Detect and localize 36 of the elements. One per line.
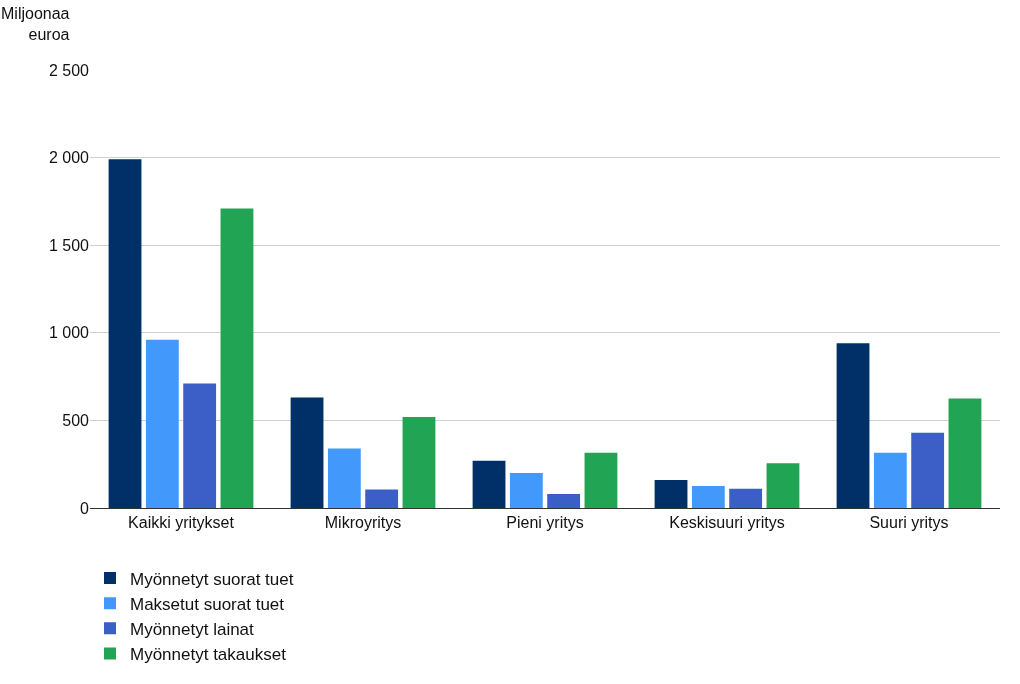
bar <box>654 479 688 508</box>
y-tick-label: 0 <box>80 499 90 517</box>
bar <box>220 208 254 508</box>
y-tick-label: 2 500 <box>48 61 90 79</box>
x-tick-label: Kaikki yritykset <box>128 514 235 532</box>
bar <box>472 460 506 508</box>
y-tick-label: 2 000 <box>48 149 90 167</box>
legend-label: Myönnetyt lainat <box>130 619 255 639</box>
bar <box>402 416 436 508</box>
bar <box>108 159 142 508</box>
bar <box>729 488 763 508</box>
bar <box>145 339 179 508</box>
bar <box>766 463 800 508</box>
x-tick-label: Suuri yritys <box>869 514 949 532</box>
y-tick-label: 1 500 <box>48 236 90 254</box>
bar <box>691 486 725 508</box>
legend-label: Myönnetyt suorat tuet <box>130 569 294 589</box>
bar <box>290 397 324 508</box>
x-tick-label: Keskisuuri yritys <box>669 514 785 532</box>
bar <box>509 472 543 508</box>
bar <box>948 398 982 508</box>
bar <box>547 493 581 508</box>
bar <box>873 452 907 508</box>
y-tick-label: 1 000 <box>48 324 90 342</box>
bar <box>365 489 399 508</box>
bar <box>183 383 217 508</box>
legend-label: Myönnetyt takaukset <box>130 645 287 665</box>
bar <box>327 448 361 508</box>
legend-label: Maksetut suorat tuet <box>130 594 285 614</box>
y-tick-label: 500 <box>62 412 90 429</box>
bar <box>911 432 945 508</box>
y-axis-title: Miljoonaa euroa <box>1 5 70 43</box>
x-tick-label: Pieni yritys <box>506 514 584 532</box>
bar <box>584 452 618 508</box>
x-tick-label: Mikroyritys <box>324 514 402 532</box>
bar <box>836 343 870 508</box>
